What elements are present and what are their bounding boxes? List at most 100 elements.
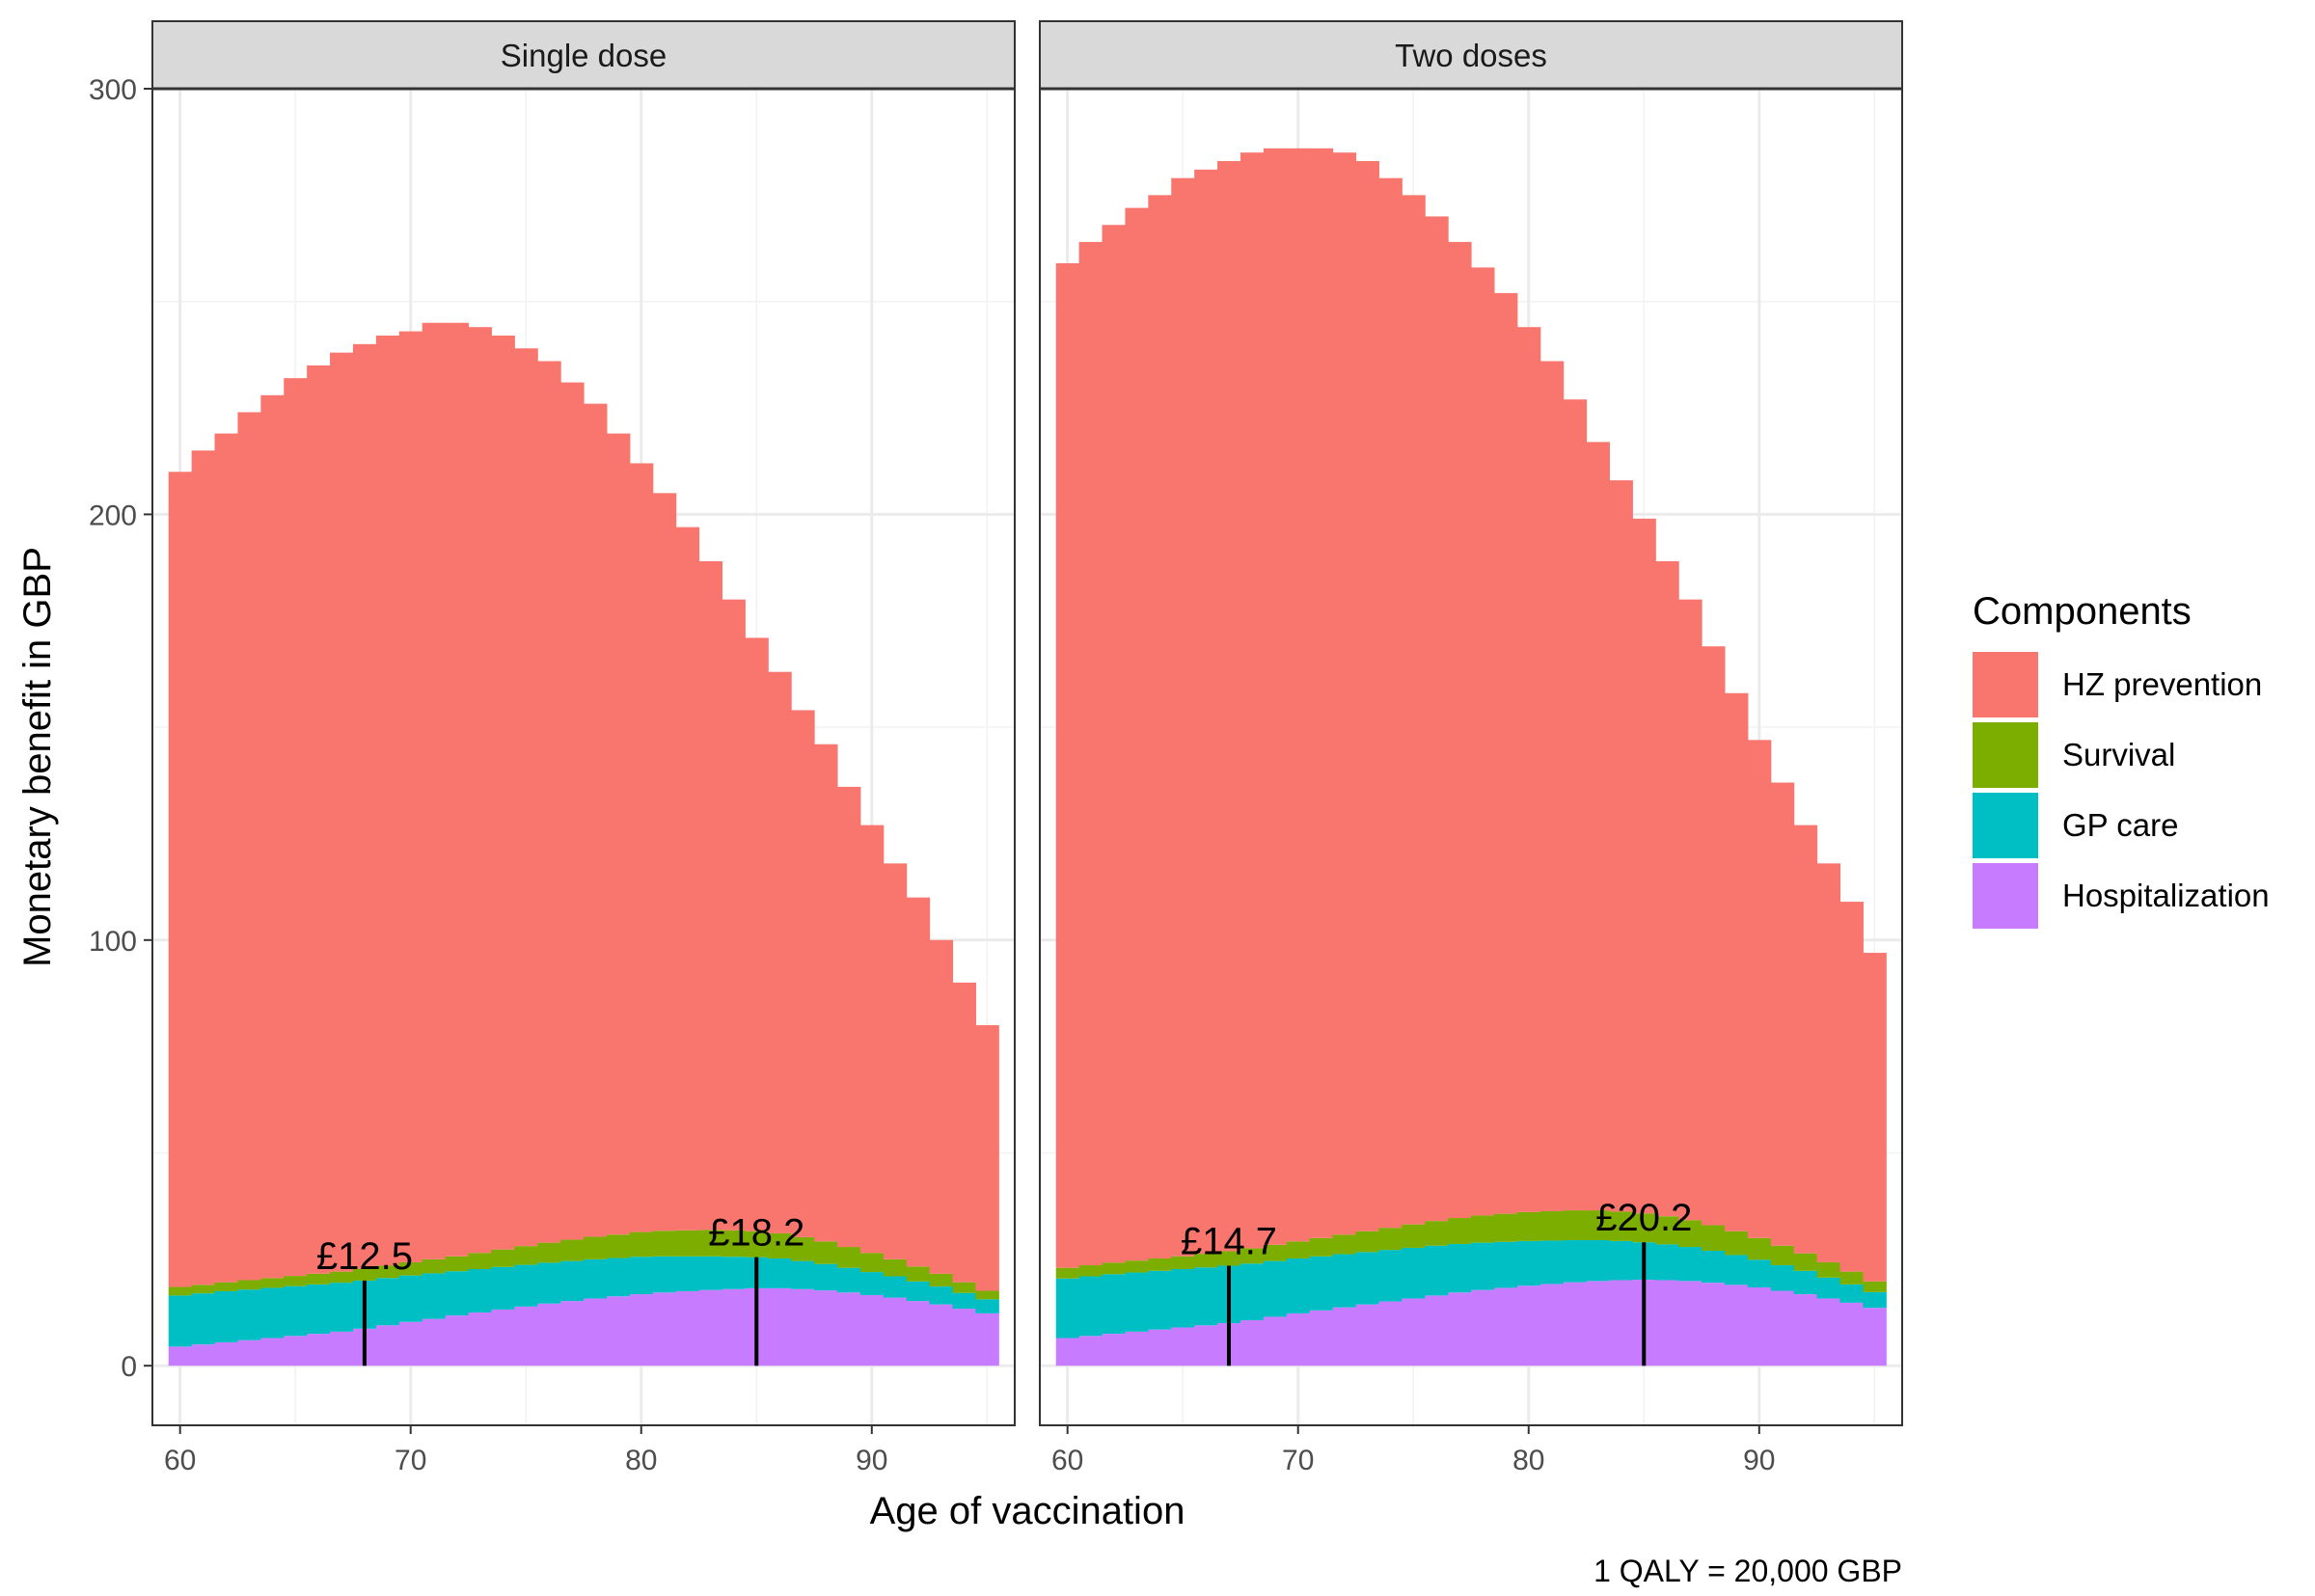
bar-segment-gp-care <box>1286 1258 1311 1313</box>
bar-segment-hospitalization <box>1539 1284 1565 1366</box>
bar-segment-hz-prevention <box>330 352 354 1272</box>
bar-segment-survival <box>1839 1271 1864 1285</box>
bar-segment-hospitalization <box>237 1339 261 1366</box>
bar-segment-gp-care <box>836 1267 861 1293</box>
bar-segment-hz-prevention <box>1471 267 1495 1216</box>
bar-segment-survival <box>537 1242 561 1263</box>
bar-segment-hospitalization <box>1402 1298 1426 1366</box>
y-tick-label: 200 <box>89 500 137 531</box>
bar-segment-survival <box>1702 1225 1726 1252</box>
bar-segment-hospitalization <box>675 1290 700 1366</box>
bar-segment-survival <box>629 1231 654 1258</box>
bar-segment-hospitalization <box>168 1346 193 1366</box>
bar-segment-hz-prevention <box>445 322 470 1257</box>
bar-segment-survival <box>214 1282 239 1291</box>
bar-segment-gp-care <box>1770 1265 1795 1291</box>
bar-segment-hz-prevention <box>1217 161 1241 1252</box>
bar-segment-survival <box>1448 1218 1472 1244</box>
bar-segment-hospitalization <box>836 1292 861 1366</box>
bar-segment-hz-prevention <box>768 671 792 1233</box>
bar-segment-hospitalization <box>422 1318 447 1366</box>
bar-segment-gp-care <box>537 1262 561 1304</box>
bar-segment-hospitalization <box>952 1309 976 1366</box>
bar-segment-gp-care <box>168 1295 193 1347</box>
bar-segment-gp-care <box>859 1272 885 1295</box>
bar-segment-gp-care <box>1125 1272 1149 1332</box>
bar-segment-gp-care <box>1655 1244 1679 1281</box>
bar-segment-gp-care <box>629 1257 654 1295</box>
bar-segment-gp-care <box>1793 1270 1818 1295</box>
bar-segment-hz-prevention <box>1655 560 1679 1217</box>
bar-segment-survival <box>836 1247 861 1268</box>
bar-segment-hospitalization <box>1102 1334 1127 1366</box>
bar-segment-hz-prevention <box>1448 241 1472 1219</box>
chart-caption: 1 QALY = 20,000 GBP <box>1593 1554 1902 1588</box>
bar-segment-hz-prevention <box>284 378 308 1277</box>
bar-segment-gp-care <box>1448 1243 1472 1293</box>
bar-segment-survival <box>1332 1234 1357 1255</box>
bar-segment-hz-prevention <box>1332 152 1357 1235</box>
bar-segment-hz-prevention <box>260 394 285 1279</box>
bar-segment-survival <box>1102 1262 1127 1275</box>
bar-segment-gp-care <box>1402 1247 1426 1299</box>
facet-strip-label: Single dose <box>501 38 667 73</box>
bar-segment-survival <box>398 1261 423 1276</box>
bar-segment-gp-care <box>1563 1239 1588 1283</box>
bar-segment-gp-care <box>722 1257 746 1289</box>
bar-segment-survival <box>791 1236 815 1261</box>
bar-segment-hospitalization <box>1793 1294 1818 1366</box>
bar-segment-hospitalization <box>1055 1338 1080 1366</box>
bar-segment-hz-prevention <box>1539 361 1565 1211</box>
bar-segment-hz-prevention <box>1425 216 1449 1222</box>
bar-segment-hospitalization <box>906 1301 931 1366</box>
bar-segment-hz-prevention <box>375 336 400 1266</box>
bar-segment-survival <box>1125 1260 1149 1273</box>
x-tick-label: 80 <box>1512 1445 1544 1476</box>
bar-segment-survival <box>422 1258 447 1274</box>
bar-segment-hospitalization <box>975 1312 999 1366</box>
bar-segment-survival <box>1493 1213 1518 1242</box>
bar-segment-hospitalization <box>191 1344 216 1366</box>
bar-segment-survival <box>652 1231 677 1257</box>
bar-segment-hz-prevention <box>629 463 654 1232</box>
bar-segment-survival <box>1148 1258 1172 1271</box>
bar-segment-hospitalization <box>398 1321 423 1366</box>
legend-key-swatch <box>1973 863 2038 929</box>
y-tick-label: 100 <box>89 926 137 958</box>
bar-segment-hz-prevention <box>1702 646 1726 1226</box>
bar-segment-hz-prevention <box>929 939 954 1274</box>
bar-segment-gp-care <box>1171 1269 1195 1328</box>
bar-segment-survival <box>952 1282 976 1293</box>
bar-segment-hz-prevention <box>1839 902 1864 1272</box>
bar-segment-hospitalization <box>1770 1290 1795 1366</box>
bar-segment-survival <box>1516 1211 1541 1241</box>
bar-segment-survival <box>906 1266 931 1282</box>
bar-segment-gp-care <box>445 1271 470 1316</box>
bar-segment-hospitalization <box>1609 1280 1633 1366</box>
bar-segment-hospitalization <box>1839 1302 1864 1366</box>
bar-segment-hospitalization <box>929 1304 954 1366</box>
bar-segment-hz-prevention <box>1793 825 1818 1254</box>
bar-segment-survival <box>1816 1261 1841 1278</box>
bar-segment-gp-care <box>1078 1276 1103 1337</box>
bar-segment-hospitalization <box>284 1336 308 1366</box>
bar-segment-hz-prevention <box>975 1025 999 1291</box>
bar-segment-survival <box>859 1253 885 1273</box>
bar-segment-hospitalization <box>1194 1325 1218 1366</box>
bar-segment-survival <box>698 1230 723 1257</box>
bar-segment-hz-prevention <box>1863 953 1887 1282</box>
bar-segment-gp-care <box>237 1289 261 1340</box>
bar-segment-hz-prevention <box>1263 148 1288 1245</box>
bar-segment-gp-care <box>1493 1241 1518 1288</box>
bar-segment-survival <box>1678 1220 1702 1248</box>
bar-segment-survival <box>1586 1210 1611 1240</box>
bar-segment-survival <box>1609 1211 1633 1241</box>
bar-segment-hospitalization <box>1493 1287 1518 1366</box>
bar-segment-gp-care <box>698 1256 723 1290</box>
bar-segment-hospitalization <box>883 1297 908 1366</box>
bar-segment-survival <box>1655 1216 1679 1245</box>
bar-segment-survival <box>1194 1254 1218 1268</box>
bar-segment-survival <box>237 1280 261 1290</box>
bar-segment-survival <box>1355 1231 1379 1253</box>
